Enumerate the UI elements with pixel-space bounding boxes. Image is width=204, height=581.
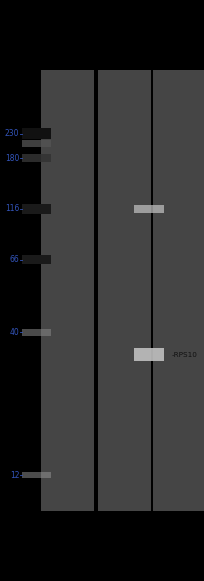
FancyBboxPatch shape [22,141,51,148]
Text: 40: 40 [10,328,19,337]
Text: 66: 66 [10,255,19,264]
Text: 180: 180 [5,153,19,163]
FancyBboxPatch shape [22,204,51,214]
FancyBboxPatch shape [22,155,51,162]
FancyBboxPatch shape [98,70,151,511]
FancyBboxPatch shape [22,254,51,264]
FancyBboxPatch shape [153,70,204,511]
FancyBboxPatch shape [41,70,94,511]
Text: 12: 12 [10,471,19,479]
FancyBboxPatch shape [134,205,164,213]
FancyBboxPatch shape [134,349,164,361]
FancyBboxPatch shape [22,329,51,336]
FancyBboxPatch shape [22,128,51,139]
FancyBboxPatch shape [22,472,51,478]
Text: 230: 230 [5,129,19,138]
Text: -RPS10: -RPS10 [172,352,198,357]
Text: 116: 116 [5,205,19,213]
